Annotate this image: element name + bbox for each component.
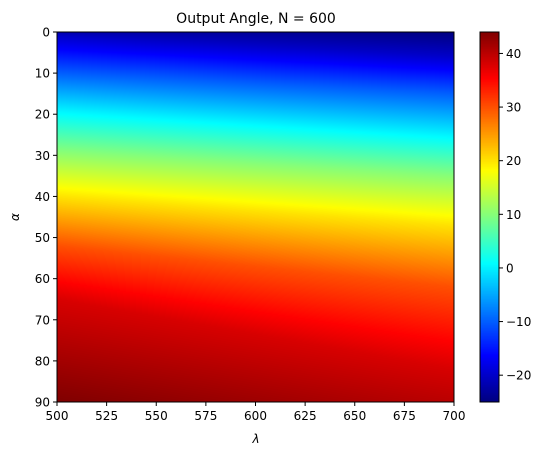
y-tick-label: 20 <box>35 108 50 122</box>
colorbar-tick-label: 30 <box>506 101 521 115</box>
colorbar-tick-label: 10 <box>506 208 521 222</box>
x-tick-label: 625 <box>294 409 317 423</box>
colorbar-gradient <box>480 32 499 402</box>
colorbar-tick-label: −20 <box>506 369 531 383</box>
y-tick-label: 30 <box>35 149 50 163</box>
x-tick-label: 600 <box>244 409 267 423</box>
x-tick-label: 550 <box>145 409 168 423</box>
x-tick-label: 675 <box>393 409 416 423</box>
y-tick-label: 40 <box>35 190 50 204</box>
colorbar-frame <box>479 31 500 403</box>
y-tick-label: 70 <box>35 313 50 327</box>
y-tick-label: 60 <box>35 272 50 286</box>
colorbar-tick-label: 0 <box>506 261 514 275</box>
y-tick-label: 10 <box>35 67 50 81</box>
colorbar-tick-label: −10 <box>506 315 531 329</box>
colorbar-tick-label: 20 <box>506 154 521 168</box>
x-tick-label: 700 <box>443 409 466 423</box>
x-tick-label: 500 <box>46 409 69 423</box>
heatmap-image <box>57 32 454 402</box>
x-tick-label: 525 <box>95 409 118 423</box>
colorbar-ticks: −20 −10 0 10 20 30 40 <box>499 47 531 383</box>
y-axis-label: α <box>8 213 22 221</box>
y-axis: 0 10 20 30 40 50 60 70 80 90 <box>35 26 57 410</box>
colorbar-tick-label: 40 <box>506 47 521 61</box>
y-tick-label: 0 <box>42 26 50 40</box>
heatmap-plot-area <box>56 31 455 403</box>
colorbar: −20 −10 0 10 20 30 40 <box>479 31 531 403</box>
y-tick-label: 80 <box>35 354 50 368</box>
x-axis-label: λ <box>251 432 259 446</box>
y-tick-label: 50 <box>35 231 50 245</box>
x-axis: 500 525 550 575 600 625 650 675 700 <box>46 402 466 423</box>
x-tick-label: 575 <box>194 409 217 423</box>
y-tick-label: 90 <box>35 396 50 410</box>
x-tick-label: 650 <box>343 409 366 423</box>
chart-title: Output Angle, N = 600 <box>176 11 336 27</box>
